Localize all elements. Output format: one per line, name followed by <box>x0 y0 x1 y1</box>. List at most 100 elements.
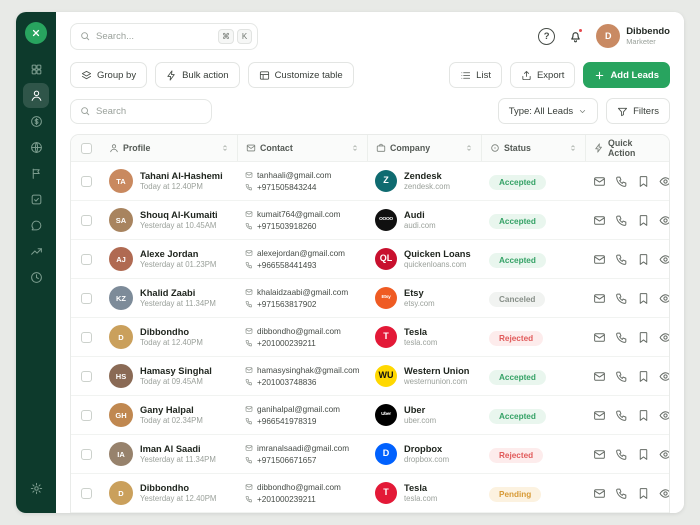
sidebar-item-web[interactable] <box>23 135 49 160</box>
email-action-icon[interactable] <box>593 253 606 266</box>
call-action-icon[interactable] <box>615 292 628 305</box>
bookmark-action-icon[interactable] <box>637 448 650 461</box>
lead-email[interactable]: kumait764@gmail.com <box>257 209 341 219</box>
lead-phone[interactable]: +966558441493 <box>257 260 317 270</box>
email-action-icon[interactable] <box>593 175 606 188</box>
view-action-icon[interactable] <box>659 487 669 500</box>
column-header-contact[interactable]: Contact <box>237 135 367 161</box>
group-by-button[interactable]: Group by <box>70 62 148 88</box>
bookmark-action-icon[interactable] <box>637 175 650 188</box>
column-header-company[interactable]: Company <box>367 135 481 161</box>
view-action-icon[interactable] <box>659 370 669 383</box>
sidebar-item-analytics[interactable] <box>23 239 49 264</box>
view-action-icon[interactable] <box>659 214 669 227</box>
sidebar-item-goals[interactable] <box>23 161 49 186</box>
table-row[interactable]: TA Tahani Al-Hashemi Today at 12.40PM ta… <box>71 162 669 201</box>
lead-phone[interactable]: +201003748836 <box>257 377 317 387</box>
row-checkbox[interactable] <box>80 370 92 382</box>
bookmark-action-icon[interactable] <box>637 409 650 422</box>
bookmark-action-icon[interactable] <box>637 487 650 500</box>
call-action-icon[interactable] <box>615 214 628 227</box>
lead-email[interactable]: ganihalpal@gmail.com <box>257 404 340 414</box>
table-row[interactable]: AJ Alexe Jordan Yesterday at 01.23PM ale… <box>71 240 669 279</box>
app-logo-icon[interactable] <box>25 22 47 44</box>
call-action-icon[interactable] <box>615 175 628 188</box>
call-action-icon[interactable] <box>615 331 628 344</box>
call-action-icon[interactable] <box>615 409 628 422</box>
view-action-icon[interactable] <box>659 253 669 266</box>
lead-phone[interactable]: +971563817902 <box>257 299 317 309</box>
type-filter-dropdown[interactable]: Type: All Leads <box>497 98 599 124</box>
add-leads-button[interactable]: Add Leads <box>583 62 670 88</box>
email-action-icon[interactable] <box>593 487 606 500</box>
help-icon[interactable]: ? <box>538 27 556 45</box>
call-action-icon[interactable] <box>615 253 628 266</box>
bulk-action-button[interactable]: Bulk action <box>155 62 240 88</box>
lead-phone[interactable]: +971505843244 <box>257 182 317 192</box>
sidebar-item-sales[interactable] <box>23 109 49 134</box>
table-row[interactable]: D Dibbondho Yesterday at 12.40PM dibbond… <box>71 474 669 513</box>
sidebar-item-messages[interactable] <box>23 213 49 238</box>
email-action-icon[interactable] <box>593 370 606 383</box>
lead-email[interactable]: imranalsaadi@gmail.com <box>257 443 350 453</box>
table-row[interactable]: IA Iman Al Saadi Yesterday at 11.34PM im… <box>71 435 669 474</box>
column-header-quick-action[interactable]: Quick Action <box>585 135 669 161</box>
view-action-icon[interactable] <box>659 448 669 461</box>
notifications-bell-icon[interactable] <box>568 27 584 44</box>
row-checkbox[interactable] <box>80 214 92 226</box>
bookmark-action-icon[interactable] <box>637 214 650 227</box>
filters-button[interactable]: Filters <box>606 98 670 124</box>
email-action-icon[interactable] <box>593 292 606 305</box>
call-action-icon[interactable] <box>615 370 628 383</box>
call-action-icon[interactable] <box>615 487 628 500</box>
sidebar-item-history[interactable] <box>23 265 49 290</box>
list-view-button[interactable]: List <box>449 62 502 88</box>
bookmark-action-icon[interactable] <box>637 292 650 305</box>
row-checkbox[interactable] <box>80 175 92 187</box>
sidebar-item-dashboard[interactable] <box>23 57 49 82</box>
column-header-status[interactable]: Status <box>481 135 585 161</box>
lead-phone[interactable]: +966541978319 <box>257 416 317 426</box>
lead-phone[interactable]: +971506671657 <box>257 455 317 465</box>
export-button[interactable]: Export <box>509 62 576 88</box>
lead-email[interactable]: khalaidzaabi@gmail.com <box>257 287 349 297</box>
row-checkbox[interactable] <box>80 448 92 460</box>
sidebar-item-tasks[interactable] <box>23 187 49 212</box>
lead-email[interactable]: hamasysinghak@gmail.com <box>257 365 359 375</box>
table-row[interactable]: KZ Khalid Zaabi Yesterday at 11.34PM kha… <box>71 279 669 318</box>
global-search-input[interactable]: Search... ⌘ K <box>70 22 258 50</box>
column-header-profile[interactable]: Profile <box>101 135 237 161</box>
lead-email[interactable]: dibbondho@gmail.com <box>257 326 341 336</box>
email-action-icon[interactable] <box>593 214 606 227</box>
lead-email[interactable]: dibbondho@gmail.com <box>257 482 341 492</box>
sidebar-item-settings[interactable] <box>23 476 49 501</box>
row-checkbox[interactable] <box>80 409 92 421</box>
email-action-icon[interactable] <box>593 331 606 344</box>
row-checkbox[interactable] <box>80 331 92 343</box>
table-row[interactable]: D Dibbondho Today at 12.40PM dibbondho@g… <box>71 318 669 357</box>
lead-email[interactable]: alexejordan@gmail.com <box>257 248 345 258</box>
view-action-icon[interactable] <box>659 292 669 305</box>
row-checkbox[interactable] <box>80 487 92 499</box>
view-action-icon[interactable] <box>659 331 669 344</box>
select-all-checkbox[interactable] <box>80 142 92 154</box>
bookmark-action-icon[interactable] <box>637 370 650 383</box>
user-menu[interactable]: D Dibbendo Marketer <box>596 24 670 48</box>
lead-phone[interactable]: +201000239211 <box>257 338 316 348</box>
table-search-input[interactable]: Search <box>70 98 212 124</box>
call-action-icon[interactable] <box>615 448 628 461</box>
customize-table-button[interactable]: Customize table <box>247 62 354 88</box>
sidebar-item-contacts[interactable] <box>23 83 49 108</box>
email-action-icon[interactable] <box>593 409 606 422</box>
table-row[interactable]: GH Gany Halpal Today at 02.34PM ganihalp… <box>71 396 669 435</box>
lead-email[interactable]: tanhaali@gmail.com <box>257 170 332 180</box>
table-row[interactable]: SA Shouq Al-Kumaiti Yesterday at 10.45AM… <box>71 201 669 240</box>
table-row[interactable]: HS Hamasy Singhal Today at 09.45AM hamas… <box>71 357 669 396</box>
row-checkbox[interactable] <box>80 253 92 265</box>
lead-phone[interactable]: +201000239211 <box>257 494 316 504</box>
bookmark-action-icon[interactable] <box>637 253 650 266</box>
view-action-icon[interactable] <box>659 409 669 422</box>
email-action-icon[interactable] <box>593 448 606 461</box>
bookmark-action-icon[interactable] <box>637 331 650 344</box>
view-action-icon[interactable] <box>659 175 669 188</box>
